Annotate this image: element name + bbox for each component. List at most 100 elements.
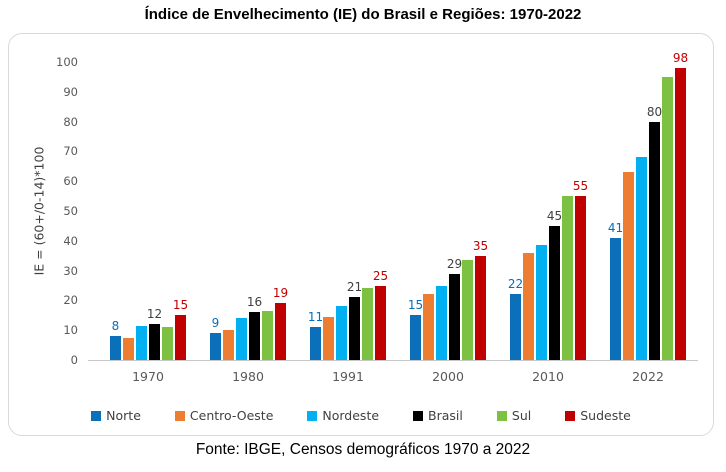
bar-centro-oeste-1991 [323,316,334,360]
bar-nordeste-2010 [536,245,547,360]
data-label-sudeste-1970: 15 [172,298,189,313]
bar-sul-1980 [262,310,273,360]
bar-sul-1970 [162,327,173,360]
legend-label-norte: Norte [106,408,141,423]
bar-group-2022: 41 80 98 2022 [608,51,688,384]
y-tick-label-40: 40 [63,233,78,248]
legend-label-sudeste: Sudeste [580,408,631,423]
bar-sul-2010 [562,196,573,360]
bar-brasil-1991: 21 [347,280,362,360]
bar-brasil-2022: 80 [647,105,662,360]
bar-norte-1970: 8 [110,319,121,360]
bar-sul-2000 [462,260,473,360]
bar-centro-oeste-1970 [123,337,134,360]
bar-centro-oeste-2022 [623,172,634,360]
bar-group-1980: 9 16 19 1980 [210,62,288,384]
y-tick-label-30: 30 [63,263,78,278]
bar-norte-2022: 41 [608,221,623,360]
bar-norte-2000: 15 [408,298,423,360]
legend-swatch-brasil [413,410,424,421]
legend-label-sul: Sul [511,408,532,423]
bar-centro-oeste-2000 [423,294,434,360]
data-label-norte-1991: 11 [307,310,324,325]
y-tick-label-90: 90 [63,84,78,99]
chart-frame: IE = (60+/0-14)*100 0 10 20 30 40 50 60 70 80 90 1… [8,33,714,436]
x-axis-label-1970: 1970 [132,369,164,384]
y-tick-label-10: 10 [63,323,78,338]
data-label-brasil-2022: 80 [646,104,663,119]
legend-label-brasil: Brasil [428,408,463,423]
bar-sudeste-1980: 19 [273,286,288,360]
legend: Norte Centro-Oeste Nordeste Brasil Sul Sudest… [9,408,713,423]
data-label-norte-1970: 8 [111,319,120,334]
x-axis-label-1980: 1980 [232,369,264,384]
legend-item-centro-oeste: Centro-Oeste [174,408,274,423]
source-note: Fonte: IBGE, Censos demográficos 1970 a … [195,441,531,458]
x-axis-label-2000: 2000 [432,369,464,384]
data-label-norte-2010: 22 [507,277,524,292]
legend-swatch-sudeste [565,410,576,421]
legend-swatch-norte [91,410,102,421]
bar-nordeste-1970 [136,325,147,360]
data-label-brasil-1980: 16 [246,295,263,310]
legend-item-nordeste: Nordeste [307,408,379,423]
y-tick-label-70: 70 [63,144,78,159]
bar-nordeste-1980 [236,318,247,360]
bar-brasil-1970: 12 [147,307,162,360]
bar-nordeste-2022 [636,157,647,360]
bar-group-1991: 11 21 25 1991 [308,62,388,385]
bar-centro-oeste-2010 [523,252,534,360]
data-label-brasil-2010: 45 [546,208,563,223]
data-label-sudeste-1991: 25 [372,268,389,283]
bar-nordeste-1991 [336,306,347,360]
bar-brasil-2000: 29 [447,257,462,360]
data-label-sudeste-1980: 19 [272,286,289,301]
legend-item-sudeste: Sudeste [565,408,631,423]
data-label-sudeste-2022: 98 [672,50,689,65]
legend-swatch-nordeste [307,410,318,421]
bar-group-2000: 15 29 35 2000 [408,62,488,384]
x-axis-label-2022: 2022 [632,369,664,384]
bar-sudeste-2000: 35 [473,239,488,360]
y-tick-label-0: 0 [70,353,78,367]
y-tick-label-80: 80 [63,114,78,129]
bar-sudeste-2010: 55 [573,179,588,360]
legend-swatch-sul [496,410,507,421]
bar-sudeste-1970: 15 [173,298,188,360]
bar-brasil-1980: 16 [247,295,262,360]
bar-nordeste-2000 [436,285,447,360]
legend-item-norte: Norte [91,408,141,423]
chart-title: Índice de Envelhecimento (IE) do Brasil … [144,6,582,23]
plot-area: 0 10 20 30 40 50 60 70 80 90 100 8 12 15 1970 9 16 19 1980… [56,51,698,385]
legend-label-nordeste: Nordeste [322,408,380,423]
data-label-norte-1980: 9 [211,316,220,331]
bar-norte-1980: 9 [210,316,221,360]
data-label-sudeste-2010: 55 [572,179,589,194]
data-label-brasil-1970: 12 [146,307,163,322]
bar-group-1970: 8 12 15 1970 [110,62,188,384]
y-tick-label-20: 20 [63,293,78,308]
y-tick-label-50: 50 [63,204,78,218]
data-label-norte-2000: 15 [407,298,424,313]
bar-sul-1991 [362,288,373,360]
legend-item-brasil: Brasil [413,408,463,423]
bar-norte-1991: 11 [308,310,323,360]
y-tick-label-100: 100 [56,55,78,69]
bar-brasil-2010: 45 [547,209,562,360]
x-axis-label-2010: 2010 [532,369,564,384]
x-axis-label-1991: 1991 [332,369,364,384]
legend-swatch-centro-oeste [174,410,185,421]
data-label-brasil-1991: 21 [346,280,363,295]
y-tick-label-60: 60 [63,174,78,189]
data-label-sudeste-2000: 35 [472,238,489,253]
bar-group-2010: 22 45 55 2010 [508,62,588,384]
bar-sul-2022 [662,76,673,360]
data-label-norte-2022: 41 [607,220,624,235]
bar-norte-2010: 22 [508,277,523,360]
bar-centro-oeste-1980 [223,330,234,360]
legend-item-sul: Sul [496,408,532,423]
bar-sudeste-2022: 98 [673,51,688,360]
bar-sudeste-1991: 25 [373,269,388,360]
legend-label-centro-oeste: Centro-Oeste [189,408,274,423]
data-label-brasil-2000: 29 [446,256,463,271]
